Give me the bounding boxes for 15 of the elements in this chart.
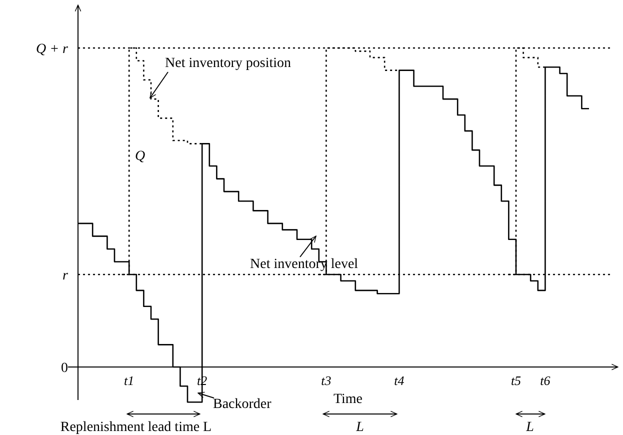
text: L (355, 420, 364, 435)
x-tick-label: t3 (321, 373, 332, 388)
text: 0 (61, 361, 68, 376)
ref-line-label: Q + r (36, 42, 69, 57)
annotation: Net inventory position (165, 56, 291, 71)
x-tick-label: t6 (540, 373, 551, 388)
x-tick-label: t1 (124, 373, 134, 388)
annotation: Backorder (213, 397, 272, 412)
x-tick-label: t4 (394, 373, 405, 388)
ref-line-label: r (62, 268, 69, 284)
text: L (525, 420, 534, 435)
x-axis-title: Time (333, 392, 363, 407)
annotation: Q (135, 149, 146, 164)
text: Replenishment lead time L (60, 420, 212, 435)
x-tick-label: t5 (510, 373, 522, 388)
